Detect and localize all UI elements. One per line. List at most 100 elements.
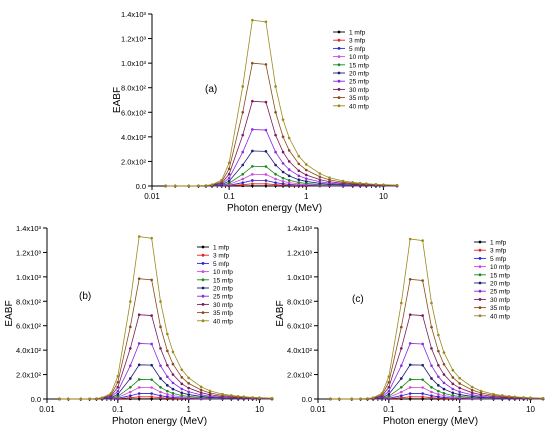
data-point <box>109 392 113 395</box>
legend-label: 10 mfp <box>213 269 233 276</box>
x-axis-title: Photon energy (MeV) <box>112 416 207 427</box>
data-point <box>458 382 461 385</box>
data-point <box>88 397 91 401</box>
legend-label: 5 mfp <box>349 46 366 53</box>
data-point <box>116 374 120 378</box>
data-point <box>274 183 277 186</box>
data-point <box>400 396 403 399</box>
data-point <box>251 182 254 186</box>
legend-marker <box>337 30 341 34</box>
data-point <box>287 160 291 163</box>
data-point <box>408 363 412 367</box>
y-tick-label: 4.0x10² <box>16 346 42 355</box>
y-tick-label: 1.4x10³ <box>287 224 313 233</box>
series-line-9 <box>59 278 273 400</box>
data-point <box>241 172 245 176</box>
data-point <box>241 150 245 154</box>
legend-label: 20 mfp <box>490 281 510 288</box>
data-point <box>365 182 368 185</box>
data-point <box>137 386 141 389</box>
data-point <box>430 347 433 350</box>
data-point <box>421 279 424 282</box>
data-point <box>408 237 412 241</box>
data-point <box>171 381 175 385</box>
data-point <box>458 395 461 398</box>
x-tick-label: 0.01 <box>144 192 160 201</box>
data-point <box>150 342 153 346</box>
data-point <box>430 385 433 389</box>
data-point <box>164 184 167 188</box>
data-point <box>204 184 208 187</box>
chart-panel-3: 0.01 0.1 1 10 0.0 2.0x10² 4.0x10² 6.0x10² 8.0x10… <box>275 224 545 427</box>
data-point <box>442 381 446 385</box>
legend-label: 40 mfp <box>490 313 510 320</box>
data-point <box>470 393 474 397</box>
legend-marker <box>478 289 482 293</box>
data-point <box>274 181 277 184</box>
data-point <box>442 394 446 397</box>
data-point <box>129 347 132 350</box>
data-point <box>79 397 83 401</box>
legend-label: 5 mfp <box>490 256 507 263</box>
data-point <box>264 20 268 24</box>
data-point <box>199 393 203 397</box>
data-point <box>442 387 446 391</box>
legend-marker <box>478 281 482 285</box>
data-point <box>400 385 403 389</box>
legend-label: 10 mfp <box>349 54 369 61</box>
legend-marker <box>201 294 205 298</box>
data-point <box>180 394 184 397</box>
data-point <box>408 395 412 399</box>
data-point <box>297 174 301 178</box>
data-point <box>442 392 446 395</box>
data-point <box>150 386 153 389</box>
data-point <box>264 173 268 176</box>
legend-marker <box>478 240 482 244</box>
data-point <box>129 300 132 303</box>
y-tick-label: 4.0x10² <box>287 346 313 355</box>
y-axis-title: EABF <box>4 300 15 326</box>
legend-marker <box>201 253 205 257</box>
data-point <box>159 300 162 303</box>
data-point <box>241 133 245 137</box>
data-point <box>274 150 277 154</box>
data-point <box>129 394 132 398</box>
data-point <box>281 170 285 174</box>
data-point <box>166 393 169 396</box>
legend-marker <box>201 278 205 282</box>
legend-marker <box>337 71 341 75</box>
data-point <box>304 173 308 177</box>
data-point <box>287 149 291 152</box>
data-point <box>180 376 184 379</box>
data-point <box>187 386 190 390</box>
data-point <box>180 387 184 391</box>
data-point <box>251 99 254 103</box>
data-point <box>150 236 153 240</box>
legend-label: 25 mfp <box>213 294 233 301</box>
y-tick-label: 1.2x10³ <box>287 248 313 257</box>
legend-label: 30 mfp <box>490 297 510 304</box>
data-point <box>421 397 424 401</box>
x-tick-label: 1 <box>304 192 309 201</box>
x-tick-label: 1 <box>186 405 191 414</box>
data-point <box>430 325 433 329</box>
data-point <box>171 387 175 391</box>
data-point <box>251 184 254 188</box>
data-point <box>187 395 190 398</box>
y-tick-label: 1.0x10³ <box>121 59 147 68</box>
data-point <box>227 172 231 176</box>
data-point <box>501 394 504 397</box>
data-point <box>437 395 440 399</box>
y-tick-label: 2.0x10² <box>287 371 313 380</box>
data-point <box>287 183 291 186</box>
data-point <box>318 180 322 184</box>
data-point <box>451 394 455 397</box>
legend-marker <box>337 47 341 50</box>
legend-marker <box>478 248 482 252</box>
data-point <box>281 176 285 180</box>
chart-panel-1: 0.01 0.1 1 10 0.0 2.0x10² 4.0x10² 6.0x10² 8.0x10… <box>112 10 399 214</box>
data-point <box>171 394 175 397</box>
legend-marker <box>478 306 482 309</box>
data-point <box>442 351 446 354</box>
data-point <box>137 313 141 317</box>
